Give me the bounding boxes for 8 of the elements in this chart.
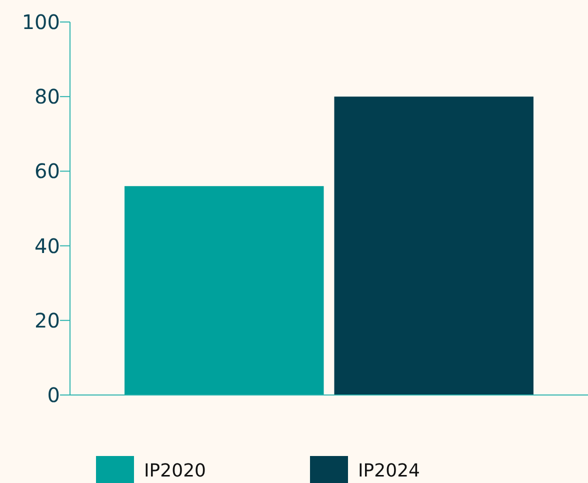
legend-label: IP2020 — [144, 460, 206, 482]
y-tick-label: 0 — [47, 383, 60, 407]
y-tick-label: 40 — [34, 234, 60, 258]
y-tick-label: 100 — [22, 10, 60, 34]
y-tick-label: 20 — [34, 308, 60, 332]
y-tick-label: 60 — [34, 159, 60, 184]
y-tick-label: 80 — [34, 84, 60, 109]
legend-label: IP2024 — [358, 460, 420, 482]
